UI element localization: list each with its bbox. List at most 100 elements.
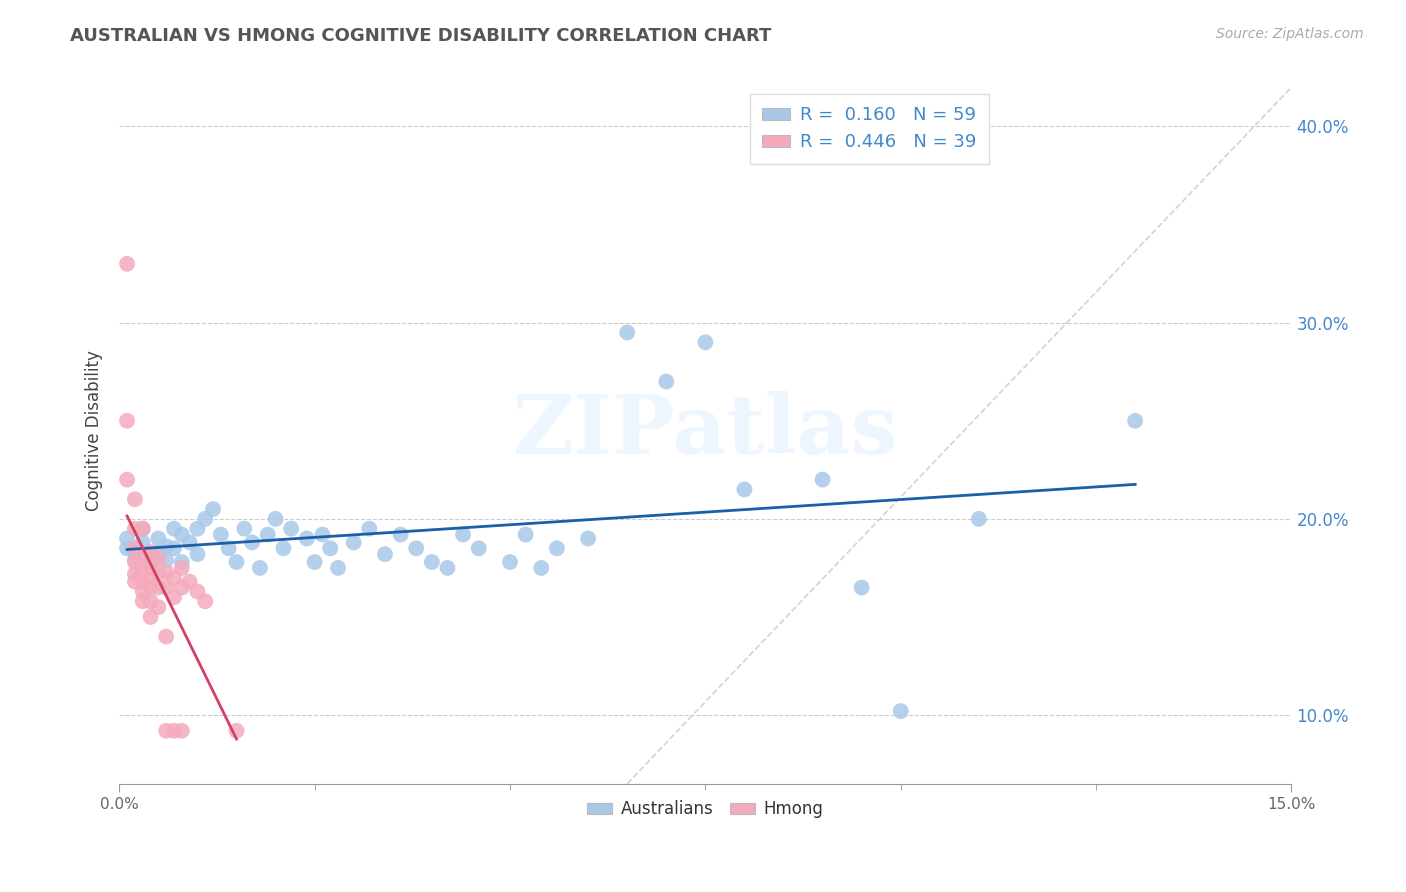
Point: [311, 527, 333, 541]
Point: [132, 522, 155, 536]
Point: [170, 581, 193, 595]
Point: [124, 566, 146, 581]
Point: [264, 512, 287, 526]
Point: [155, 539, 177, 553]
Point: [359, 522, 381, 536]
Point: [733, 483, 755, 497]
Point: [124, 492, 146, 507]
Legend: Australians, Hmong: Australians, Hmong: [581, 794, 830, 825]
Point: [139, 581, 162, 595]
Point: [124, 541, 146, 556]
Point: [343, 535, 366, 549]
Point: [124, 522, 146, 536]
Point: [163, 591, 186, 605]
Point: [115, 257, 138, 271]
Point: [148, 566, 170, 581]
Point: [179, 535, 201, 549]
Point: [148, 545, 170, 559]
Text: AUSTRALIAN VS HMONG COGNITIVE DISABILITY CORRELATION CHART: AUSTRALIAN VS HMONG COGNITIVE DISABILITY…: [70, 27, 772, 45]
Point: [148, 600, 170, 615]
Point: [155, 553, 177, 567]
Point: [186, 522, 208, 536]
Point: [163, 541, 186, 556]
Point: [124, 555, 146, 569]
Point: [233, 522, 256, 536]
Point: [155, 630, 177, 644]
Point: [326, 561, 349, 575]
Point: [139, 547, 162, 561]
Point: [194, 512, 217, 526]
Point: [851, 581, 873, 595]
Point: [467, 541, 489, 556]
Point: [405, 541, 427, 556]
Point: [148, 551, 170, 566]
Point: [124, 553, 146, 567]
Point: [163, 571, 186, 585]
Point: [124, 545, 146, 559]
Point: [811, 473, 834, 487]
Point: [139, 561, 162, 575]
Point: [132, 535, 155, 549]
Point: [249, 561, 271, 575]
Point: [194, 594, 217, 608]
Point: [155, 723, 177, 738]
Point: [139, 545, 162, 559]
Point: [186, 547, 208, 561]
Point: [319, 541, 342, 556]
Point: [148, 532, 170, 546]
Point: [155, 565, 177, 579]
Y-axis label: Cognitive Disability: Cognitive Disability: [86, 351, 103, 511]
Point: [655, 375, 678, 389]
Point: [132, 565, 155, 579]
Point: [115, 414, 138, 428]
Point: [115, 473, 138, 487]
Point: [515, 527, 537, 541]
Point: [576, 532, 599, 546]
Point: [451, 527, 474, 541]
Point: [163, 723, 186, 738]
Point: [218, 541, 240, 556]
Point: [280, 522, 302, 536]
Point: [139, 555, 162, 569]
Point: [890, 704, 912, 718]
Point: [304, 555, 326, 569]
Point: [273, 541, 295, 556]
Point: [389, 527, 412, 541]
Point: [132, 551, 155, 566]
Point: [179, 574, 201, 589]
Point: [967, 512, 990, 526]
Point: [170, 723, 193, 738]
Point: [546, 541, 568, 556]
Point: [695, 335, 717, 350]
Point: [115, 532, 138, 546]
Point: [132, 584, 155, 599]
Point: [155, 581, 177, 595]
Point: [170, 527, 193, 541]
Point: [209, 527, 232, 541]
Point: [530, 561, 553, 575]
Point: [132, 522, 155, 536]
Text: ZIPatlas: ZIPatlas: [513, 391, 898, 471]
Point: [132, 574, 155, 589]
Point: [124, 574, 146, 589]
Point: [139, 594, 162, 608]
Point: [499, 555, 522, 569]
Point: [186, 584, 208, 599]
Text: Source: ZipAtlas.com: Source: ZipAtlas.com: [1216, 27, 1364, 41]
Point: [225, 555, 247, 569]
Point: [170, 561, 193, 575]
Point: [295, 532, 318, 546]
Point: [163, 522, 186, 536]
Point: [420, 555, 443, 569]
Point: [139, 610, 162, 624]
Point: [170, 555, 193, 569]
Point: [436, 561, 458, 575]
Point: [374, 547, 396, 561]
Point: [148, 581, 170, 595]
Point: [202, 502, 225, 516]
Point: [225, 723, 247, 738]
Point: [115, 541, 138, 556]
Point: [132, 594, 155, 608]
Point: [139, 571, 162, 585]
Point: [1123, 414, 1146, 428]
